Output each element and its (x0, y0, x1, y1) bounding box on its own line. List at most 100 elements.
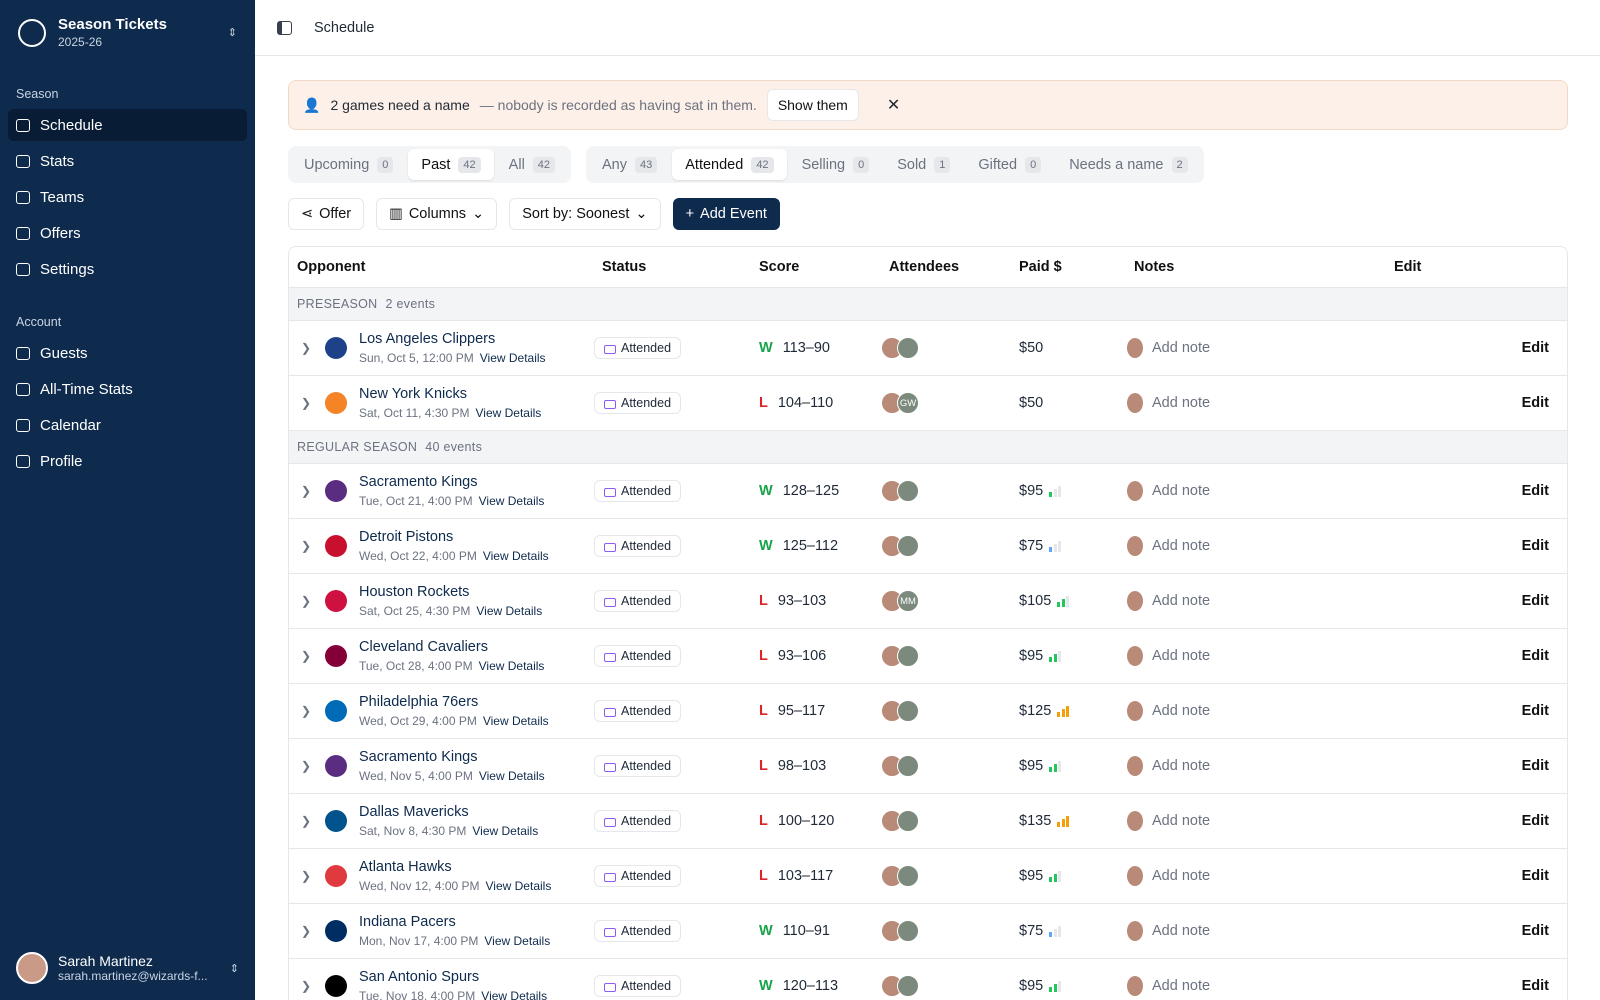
column-header[interactable]: Edit (1394, 259, 1422, 275)
view-details-link[interactable]: View Details (484, 934, 551, 948)
tab[interactable]: Selling 0 (789, 149, 883, 180)
event-datetime-line: Wed, Nov 5, 4:00 PM View Details (359, 769, 545, 783)
view-details-link[interactable]: View Details (476, 604, 543, 618)
tab[interactable]: Gifted 0 (965, 149, 1054, 180)
edit-button[interactable]: Edit (1521, 758, 1549, 774)
edit-button[interactable]: Edit (1521, 813, 1549, 829)
expand-button[interactable]: ❯ (301, 539, 312, 553)
section-heading: Season (16, 87, 59, 101)
expand-button[interactable]: ❯ (301, 396, 312, 410)
column-header[interactable]: Status (602, 259, 647, 275)
nav-label: Schedule (40, 116, 103, 134)
tier-bar (1058, 650, 1062, 662)
page-title: Schedule (314, 19, 375, 36)
user-menu[interactable]: Sarah Martinez sarah.martinez@wizards-f..… (16, 952, 239, 984)
add-note[interactable]: Add note (1152, 868, 1211, 884)
add-note[interactable]: Add note (1152, 648, 1211, 664)
view-details-link[interactable]: View Details (478, 659, 545, 673)
expand-button[interactable]: ❯ (301, 759, 312, 773)
edit-button[interactable]: Edit (1521, 868, 1549, 884)
expand-button[interactable]: ❯ (301, 869, 312, 883)
notes-cell: Add note (1126, 975, 1386, 997)
nav-item[interactable]: All-Time Stats (8, 373, 247, 405)
nav-item[interactable]: Calendar (8, 409, 247, 441)
edit-button[interactable]: Edit (1521, 340, 1549, 356)
offer-button[interactable]: ⋖ Offer (288, 198, 365, 230)
sort-button[interactable]: Sort by: Soonest ⌄ (509, 198, 661, 230)
nav-item[interactable]: Guests (8, 337, 247, 369)
price-tier (1049, 925, 1062, 937)
nav-item[interactable]: Settings (8, 253, 247, 285)
tab[interactable]: Sold 1 (884, 149, 963, 180)
view-details-link[interactable]: View Details (481, 989, 548, 1000)
add-note[interactable]: Add note (1152, 395, 1211, 411)
nav-item[interactable]: Teams (8, 181, 247, 213)
expand-button[interactable]: ❯ (301, 704, 312, 718)
edit-button[interactable]: Edit (1521, 538, 1549, 554)
tab-count: 42 (751, 156, 774, 173)
columns-button[interactable]: ▥ Columns ⌄ (376, 198, 498, 230)
add-note[interactable]: Add note (1152, 593, 1211, 609)
close-button[interactable]: ✕ (886, 97, 901, 114)
add-note[interactable]: Add note (1152, 978, 1211, 994)
notes-cell: Add note (1126, 865, 1386, 887)
show-button[interactable]: Show them (766, 89, 859, 121)
edit-button[interactable]: Edit (1521, 593, 1549, 609)
expand-button[interactable]: ❯ (301, 979, 312, 993)
tab[interactable]: All 42 (496, 149, 568, 180)
expand-button[interactable]: ❯ (301, 594, 312, 608)
edit-button[interactable]: Edit (1521, 703, 1549, 719)
add-note[interactable]: Add note (1152, 538, 1211, 554)
view-details-link[interactable]: View Details (482, 714, 549, 728)
column-header[interactable]: Score (759, 259, 800, 275)
column-header[interactable]: Notes (1134, 259, 1175, 275)
nav-icon (16, 154, 30, 168)
column-header[interactable]: Attendees (889, 259, 960, 275)
view-details-link[interactable]: View Details (482, 549, 549, 563)
view-details-link[interactable]: View Details (472, 824, 539, 838)
nav-item[interactable]: Schedule (8, 109, 247, 141)
edit-button[interactable]: Edit (1521, 395, 1549, 411)
add-note[interactable]: Add note (1152, 340, 1211, 356)
score-cell: L 93–103 (751, 593, 881, 609)
view-details-link[interactable]: View Details (485, 879, 552, 893)
tier-bar (1053, 543, 1057, 552)
status-tabs: Any 43 Attended 42 Selling 0 Sold 1 Gifted 0 Needs… (586, 146, 1204, 183)
team-switcher[interactable]: Season Tickets 2025-26 ⇕ (0, 0, 255, 65)
paid: $95 (1019, 648, 1044, 664)
sidebar-toggle[interactable] (277, 20, 292, 35)
expand-button[interactable]: ❯ (301, 924, 312, 938)
view-details-link[interactable]: View Details (479, 351, 546, 365)
note-avatar (1126, 975, 1144, 997)
edit-button[interactable]: Edit (1521, 648, 1549, 664)
column-header[interactable]: Opponent (297, 259, 366, 275)
edit-button[interactable]: Edit (1521, 923, 1549, 939)
add-note[interactable]: Add note (1152, 813, 1211, 829)
score: 93–103 (777, 593, 827, 609)
add-event-button[interactable]: + Add Event (672, 198, 780, 230)
tab[interactable]: Upcoming 0 (291, 149, 406, 180)
tab[interactable]: Attended 42 (672, 149, 787, 180)
expand-button[interactable]: ❯ (301, 814, 312, 828)
expand-button[interactable]: ❯ (301, 341, 312, 355)
view-details-link[interactable]: View Details (478, 494, 545, 508)
add-note[interactable]: Add note (1152, 758, 1211, 774)
tab[interactable]: Needs a name 2 (1056, 149, 1200, 180)
view-details-link[interactable]: View Details (475, 406, 542, 420)
nav-item[interactable]: Stats (8, 145, 247, 177)
add-note[interactable]: Add note (1152, 923, 1211, 939)
add-note[interactable]: Add note (1152, 703, 1211, 719)
tab[interactable]: Past 42 (408, 149, 494, 180)
expand-button[interactable]: ❯ (301, 484, 312, 498)
nav-item[interactable]: Offers (8, 217, 247, 249)
attendees-cell (881, 920, 1011, 942)
edit-button[interactable]: Edit (1521, 978, 1549, 994)
opponent-name: Dallas Mavericks (359, 804, 469, 820)
column-header[interactable]: Paid $ (1019, 259, 1062, 275)
edit-button[interactable]: Edit (1521, 483, 1549, 499)
nav-item[interactable]: Profile (8, 445, 247, 477)
tab[interactable]: Any 43 (589, 149, 670, 180)
view-details-link[interactable]: View Details (478, 769, 545, 783)
add-note[interactable]: Add note (1152, 483, 1211, 499)
expand-button[interactable]: ❯ (301, 649, 312, 663)
